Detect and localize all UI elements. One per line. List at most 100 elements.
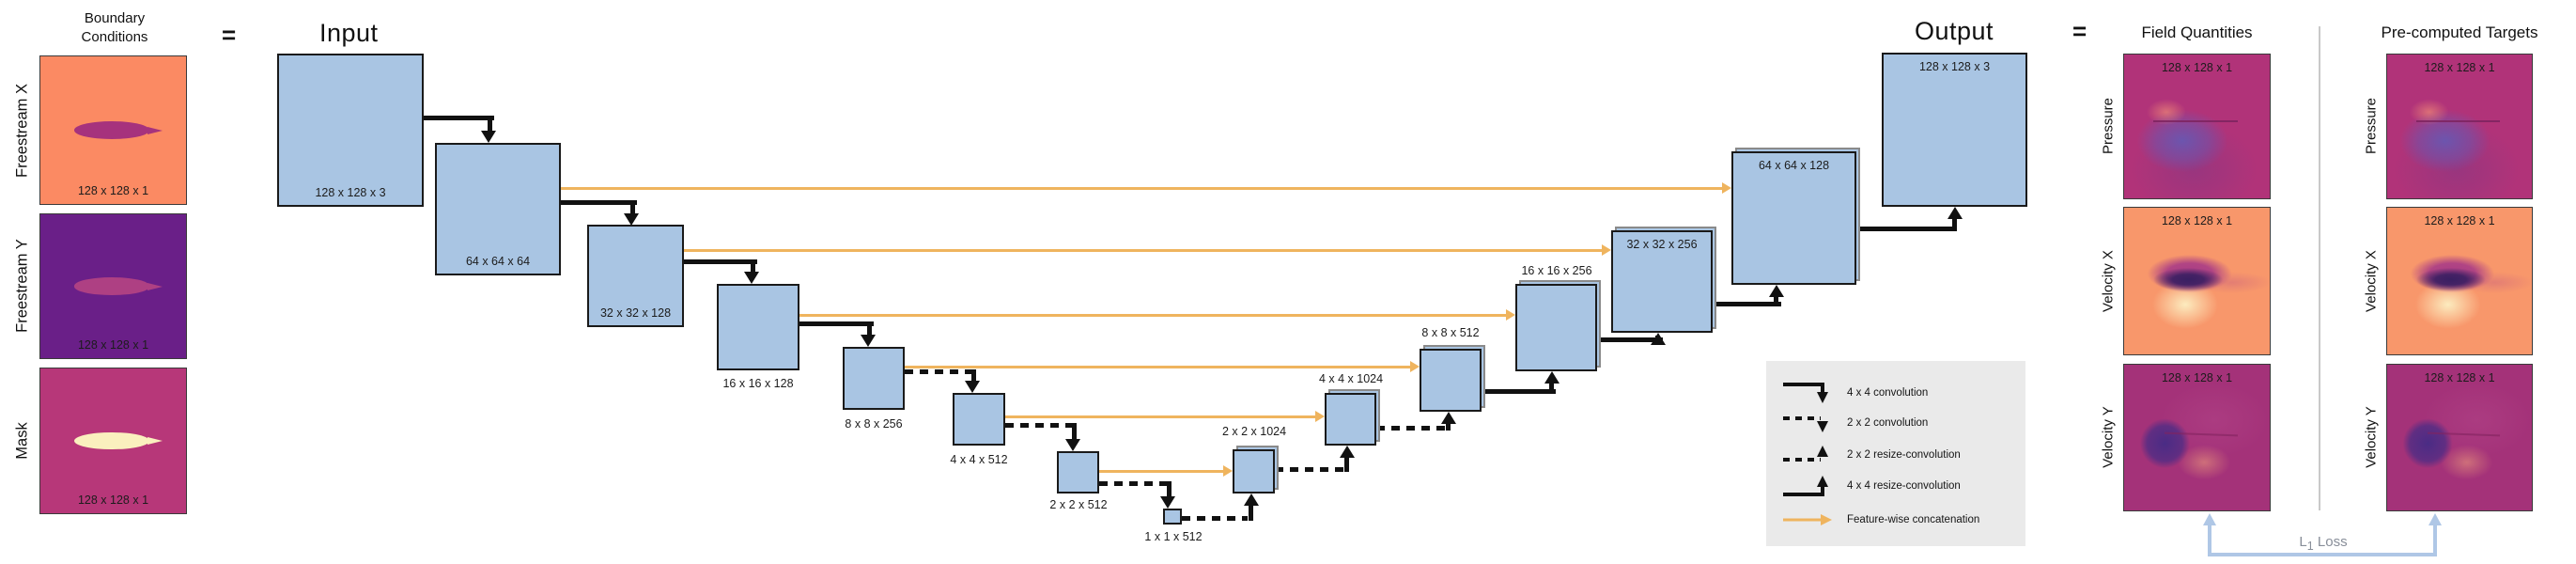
conv2x2-arrow: [1005, 423, 1075, 428]
conv4x4-arrow: [799, 321, 874, 326]
dims-label: 128 x 128 x 1: [77, 338, 149, 352]
arrowhead-down: [861, 335, 876, 347]
encoder-block-4: [717, 284, 799, 370]
boundary-conditions-title-line1: Boundary: [84, 10, 146, 26]
arrowhead-down: [624, 213, 639, 226]
pt-row-label-velocity-y: Velocity Y: [2363, 406, 2380, 468]
concat-line-5: [1005, 415, 1315, 418]
arrowhead-down: [1160, 496, 1175, 509]
input-title: Input: [319, 19, 379, 47]
resize-conv4x4-arrow: [1549, 378, 1554, 394]
conv4x4-arrow: [424, 116, 494, 120]
bc-row-label-freestream-y: Freestream Y: [13, 239, 31, 333]
solid-down-arrow-icon: [1783, 383, 1828, 403]
decoder-block-6: 64 x 64 x 128: [1731, 151, 1856, 285]
dims-label: 128 x 128 x 1: [2161, 371, 2233, 384]
block-dims-label: 2 x 2 x 512: [1049, 498, 1108, 511]
pt-row-label-velocity-x: Velocity X: [2363, 250, 2380, 312]
arrowhead-up: [1948, 207, 1963, 219]
legend-label: 4 x 4 convolution: [1847, 387, 1929, 399]
conv2x2-arrow: [1072, 423, 1077, 440]
legend-label: 4 x 4 resize-convolution: [1847, 480, 1961, 492]
bc-row-label-freestream-x: Freestream X: [13, 84, 31, 178]
pt-image-pressure: 128 x 128 x 1: [2386, 54, 2533, 199]
resize-conv2x2-arrow: [1344, 458, 1349, 472]
loss-rest: Loss: [2317, 534, 2348, 550]
conv2x2-arrow: [1167, 481, 1172, 497]
encoder-block-7: [1057, 451, 1099, 494]
resize-conv2x2-arrow: [1249, 506, 1253, 521]
l1-loss-bracket: [2208, 519, 2211, 556]
concat-line-2: [684, 249, 1602, 252]
airfoil-line: [2428, 431, 2501, 436]
block-dims-label: 16 x 16 x 128: [722, 377, 794, 390]
conv4x4-arrow: [561, 200, 637, 205]
legend-item: 4 x 4 resize-convolution: [1781, 472, 1961, 500]
conv2x2-arrow: [905, 369, 974, 374]
arrowhead-down: [1065, 439, 1080, 451]
output-block: 128 x 128 x 3: [1882, 53, 2027, 207]
dims-label: 128 x 128 x 1: [2161, 61, 2233, 74]
resize-conv4x4-arrow: [1713, 302, 1781, 306]
bc-row-label-mask: Mask: [13, 422, 31, 460]
concat-arrowhead: [1315, 411, 1325, 422]
solid-up-arrow-icon: [1783, 476, 1828, 496]
legend-label: 2 x 2 resize-convolution: [1847, 449, 1961, 461]
conv4x4-arrow: [684, 259, 757, 264]
airfoil-line: [2165, 431, 2238, 436]
legend-item: Feature-wise concatenation: [1781, 506, 1979, 534]
dims-label: 128 x 128 x 1: [77, 494, 149, 507]
block-dims-label: 64 x 64 x 128: [1758, 159, 1830, 172]
conv4x4-arrow: [867, 321, 872, 336]
block-dims-label: 2 x 2 x 1024: [1221, 425, 1287, 438]
l1-loss-arrowhead-left: [2203, 513, 2216, 525]
concat-arrowhead: [1506, 309, 1515, 321]
conv4x4-arrow: [630, 200, 635, 213]
airfoil-line: [2415, 120, 2501, 123]
conv4x4-arrow: [751, 259, 755, 273]
block-dims-label: 64 x 64 x 64: [465, 255, 531, 268]
legend-item: 4 x 4 convolution: [1781, 379, 1928, 407]
concat-line-4: [905, 366, 1410, 368]
arrowhead-down: [481, 131, 496, 143]
bc-image-freestream-y: 128 x 128 x 1: [39, 213, 187, 359]
fq-image-velocity-x: 128 x 128 x 1: [2123, 207, 2271, 355]
airfoil-shape: [73, 121, 163, 139]
dashed-up-arrow-icon: [1783, 446, 1828, 462]
block-dims-label: 8 x 8 x 256: [845, 417, 903, 431]
concat-arrowhead: [1602, 244, 1611, 256]
bc-image-mask: 128 x 128 x 1: [39, 368, 187, 514]
resize-conv4x4-arrow: [1597, 337, 1663, 342]
loss-sub: 1: [2306, 540, 2314, 553]
concat-line-6: [1099, 470, 1223, 473]
encoder-block-8: [1163, 509, 1182, 525]
resize-conv2x2-arrow: [1376, 426, 1445, 431]
pt-image-velocity-x: 128 x 128 x 1: [2386, 207, 2533, 355]
arrowhead-up: [1441, 412, 1456, 424]
fq-row-label-velocity-x: Velocity X: [2100, 250, 2117, 312]
fq-row-label-velocity-y: Velocity Y: [2100, 406, 2117, 468]
conv2x2-arrow: [971, 369, 976, 382]
output-title: Output: [1915, 17, 1994, 45]
block-dims-label: 32 x 32 x 256: [1626, 238, 1698, 251]
concat-arrowhead: [1410, 361, 1420, 372]
concat-arrowhead: [1223, 465, 1233, 477]
equals-sign-right: =: [2072, 17, 2087, 45]
pt-row-label-pressure: Pressure: [2363, 97, 2380, 155]
l1-loss-arrowhead-right: [2429, 513, 2442, 525]
dims-label: 128 x 128 x 1: [77, 184, 149, 197]
conv2x2-arrow: [1099, 481, 1170, 486]
field-quantities-title: Field Quantities: [2141, 24, 2253, 41]
equals-sign-left: =: [222, 21, 237, 49]
fq-image-pressure: 128 x 128 x 1: [2123, 54, 2271, 199]
encoder-block-2: 64 x 64 x 64: [435, 143, 561, 275]
block-dims-label: 4 x 4 x 1024: [1318, 372, 1384, 385]
block-dims-label: 128 x 128 x 3: [1918, 60, 1991, 73]
concat-arrowhead: [1722, 182, 1731, 194]
dims-label: 128 x 128 x 1: [2424, 214, 2495, 227]
resize-conv4x4-arrow: [1952, 216, 1957, 231]
legend-item: 2 x 2 convolution: [1781, 409, 1928, 437]
block-dims-label: 32 x 32 x 128: [599, 306, 672, 320]
resize-conv4x4-arrow: [1482, 389, 1556, 394]
